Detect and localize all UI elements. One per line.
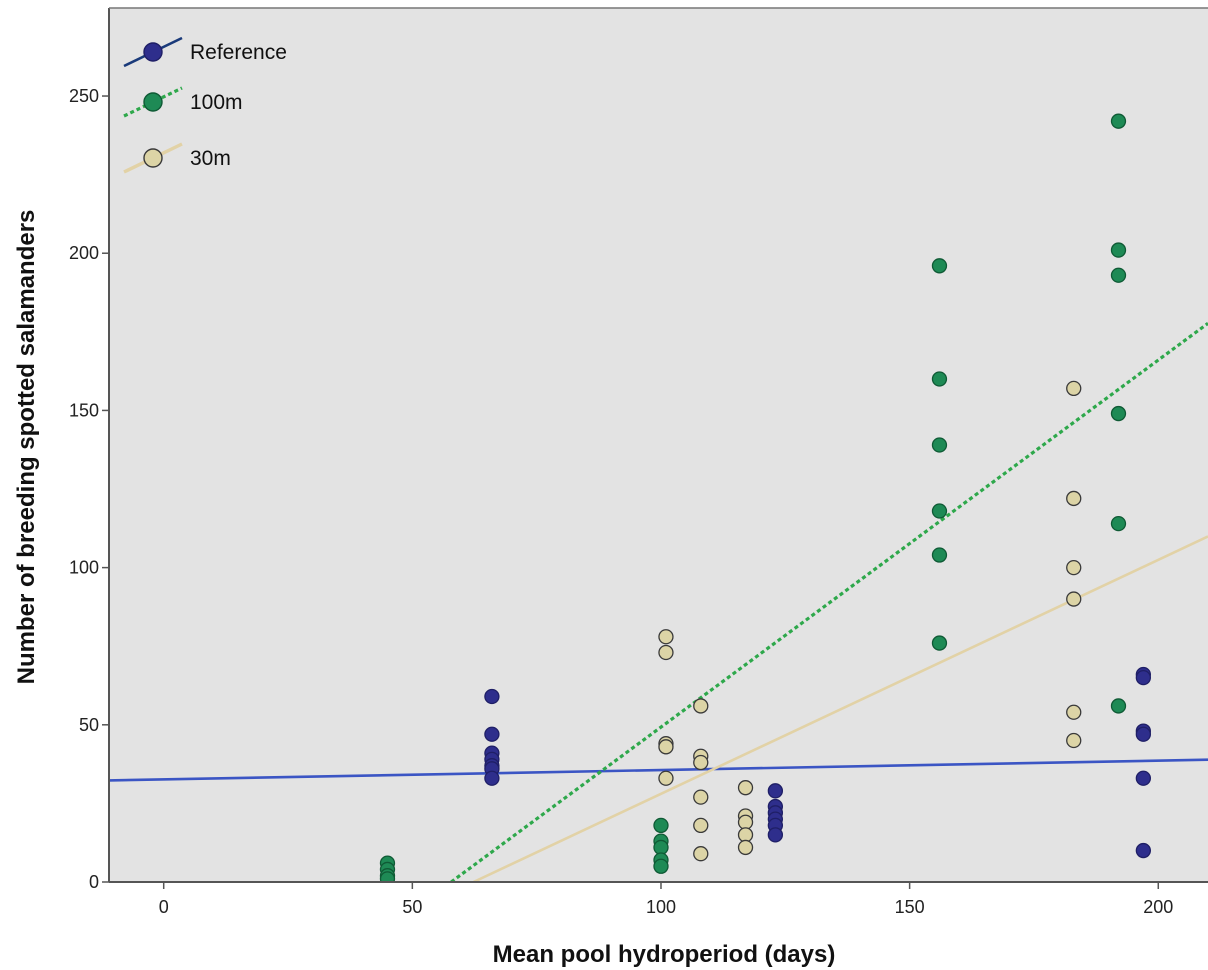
legend-marker-100m xyxy=(143,92,163,112)
data-point-100m xyxy=(931,547,948,563)
data-point-30m xyxy=(658,644,674,661)
data-point-100m xyxy=(1110,405,1127,422)
legend-marker-reference xyxy=(143,42,163,62)
data-point-reference xyxy=(1135,842,1152,859)
data-point-100m xyxy=(1110,242,1127,258)
data-point-reference xyxy=(1135,669,1152,686)
plot-area xyxy=(109,8,1208,882)
data-point-reference xyxy=(1135,726,1152,742)
data-point-30m xyxy=(1066,490,1082,507)
data-point-100m xyxy=(931,437,948,453)
data-point-30m xyxy=(737,780,754,796)
data-point-30m xyxy=(693,817,709,834)
y-tick-label: 0 xyxy=(89,872,99,892)
data-point-100m xyxy=(931,635,948,651)
x-axis-title: Mean pool hydroperiod (days) xyxy=(493,941,836,968)
data-point-30m xyxy=(1066,591,1082,607)
data-point-100m xyxy=(931,258,948,274)
x-tick-label: 100 xyxy=(646,897,676,917)
data-point-30m xyxy=(693,698,709,714)
y-tick-label: 200 xyxy=(69,243,99,263)
legend-line-100m xyxy=(123,86,183,118)
x-tick-label: 150 xyxy=(895,897,925,917)
data-point-30m xyxy=(737,839,754,856)
data-point-100m xyxy=(653,839,669,856)
data-point-100m xyxy=(1110,515,1127,532)
y-tick-label: 50 xyxy=(79,715,99,735)
legend-marker-30m xyxy=(143,148,163,168)
data-point-100m xyxy=(653,858,669,874)
data-point-30m xyxy=(658,739,674,755)
data-point-100m xyxy=(1110,698,1127,714)
data-point-30m xyxy=(1066,559,1082,576)
fit-line-30m xyxy=(472,535,1208,882)
y-axis-title: Number of breeding spotted salamanders xyxy=(13,210,40,685)
legend-label-reference: Reference xyxy=(190,41,287,64)
y-tick-label: 150 xyxy=(69,400,99,420)
legend-label-100m: 100m xyxy=(190,91,243,114)
data-point-100m xyxy=(379,871,396,882)
data-point-100m xyxy=(1110,267,1127,283)
data-point-30m xyxy=(693,754,709,771)
data-point-30m xyxy=(737,827,754,843)
data-point-30m xyxy=(693,789,709,805)
plot-content xyxy=(109,113,1208,882)
fit-line-reference xyxy=(109,758,1208,782)
data-point-30m xyxy=(1066,704,1082,720)
data-point-30m xyxy=(658,770,674,786)
data-point-30m xyxy=(658,629,674,645)
data-point-reference xyxy=(1135,770,1152,786)
data-point-reference xyxy=(767,827,784,843)
data-point-30m xyxy=(1066,380,1082,397)
legend-label-30m: 30m xyxy=(190,147,231,170)
data-point-reference xyxy=(767,783,784,799)
data-point-reference xyxy=(484,688,500,705)
x-tick-label: 50 xyxy=(402,897,422,917)
x-tick-label: 200 xyxy=(1143,897,1173,917)
data-point-30m xyxy=(737,814,754,830)
legend: Reference 100m 30m xyxy=(123,36,287,174)
data-point-30m xyxy=(1066,732,1082,749)
fit-line-100m xyxy=(450,322,1208,882)
data-point-100m xyxy=(653,817,669,834)
data-point-30m xyxy=(693,846,709,862)
axes: 0 50 100 150 200 0 50 100 150 200 250 xyxy=(69,7,1208,917)
data-point-reference xyxy=(484,770,500,786)
y-tick-label: 250 xyxy=(69,86,99,106)
data-point-100m xyxy=(931,371,948,387)
data-point-reference xyxy=(484,726,500,742)
data-point-100m xyxy=(1110,113,1127,129)
plot-background xyxy=(109,8,1208,882)
y-tick-label: 100 xyxy=(69,558,99,578)
data-point-100m xyxy=(931,503,948,519)
x-tick-label: 0 xyxy=(159,897,169,917)
